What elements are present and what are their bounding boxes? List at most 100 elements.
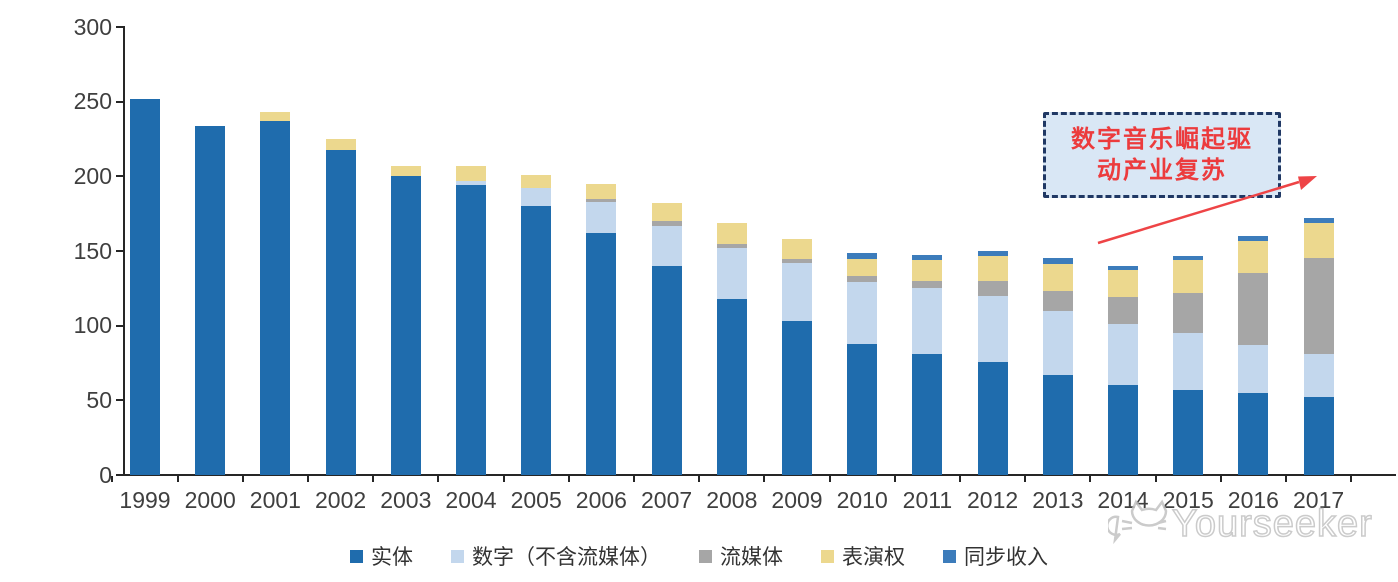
y-axis-label: 200 — [73, 162, 112, 189]
x-axis-label: 2016 — [1227, 487, 1279, 513]
bar-segment-表演权 — [1303, 222, 1334, 259]
legend-item: 表演权 — [821, 541, 905, 571]
y-axis-label: 250 — [73, 88, 112, 115]
x-axis-tick — [1285, 476, 1287, 482]
x-axis-tick — [111, 476, 114, 482]
bar-segment-实体 — [782, 321, 812, 475]
x-axis-label: 2004 — [445, 487, 497, 513]
legend-item: 同步收入 — [943, 541, 1048, 571]
x-axis-tick — [1089, 476, 1092, 482]
bar-2001 — [260, 112, 291, 475]
bar-segment-表演权 — [912, 259, 943, 281]
bar-segment-实体 — [912, 354, 943, 475]
bar-segment-实体 — [977, 361, 1008, 475]
x-axis-label: 2012 — [967, 487, 1019, 513]
y-axis-label: 150 — [73, 237, 112, 264]
bar-2002 — [325, 139, 356, 475]
bar-segment-表演权 — [260, 112, 291, 122]
bar-segment-同步收入 — [1173, 255, 1204, 261]
y-axis-tick — [116, 100, 124, 103]
legend-swatch-icon — [943, 549, 956, 563]
x-axis-line — [117, 474, 1396, 476]
bar-segment-表演权 — [977, 255, 1008, 281]
bar-segment-流媒体 — [1108, 297, 1138, 325]
bar-segment-同步收入 — [1303, 218, 1334, 223]
x-axis-tick — [502, 476, 505, 482]
bar-2015 — [1173, 255, 1204, 475]
bar-segment-流媒体 — [1238, 273, 1269, 346]
x-axis-label: 2000 — [184, 487, 236, 513]
bar-segment-实体 — [456, 185, 486, 475]
bar-segment-实体 — [1238, 392, 1269, 475]
bar-1999 — [130, 98, 160, 475]
bar-2004 — [456, 165, 486, 475]
bar-segment-实体 — [260, 121, 291, 475]
legend-label: 表演权 — [842, 546, 905, 569]
bar-segment-数字（不含流媒体） — [912, 288, 943, 354]
bar-2005 — [521, 174, 552, 475]
bar-segment-数字（不含流媒体） — [1108, 324, 1138, 386]
plot-area — [125, 27, 1398, 475]
x-axis-label: 1999 — [119, 487, 171, 513]
bar-segment-流媒体 — [782, 258, 812, 264]
bar-segment-表演权 — [1042, 264, 1073, 292]
bar-segment-表演权 — [1108, 270, 1138, 298]
bar-segment-表演权 — [782, 239, 812, 259]
bar-2006 — [586, 183, 617, 475]
annotation-text-line2: 动产业复苏 — [1097, 157, 1227, 184]
bar-segment-实体 — [1173, 389, 1204, 475]
bar-2008 — [716, 222, 747, 475]
y-axis-label: 0 — [99, 461, 112, 488]
x-axis-tick — [372, 476, 375, 482]
bar-segment-同步收入 — [977, 251, 1008, 256]
x-axis-label: 2007 — [641, 487, 693, 513]
y-axis-tick — [116, 26, 124, 28]
x-axis-label: 2006 — [575, 487, 627, 513]
x-axis-tick — [1219, 476, 1222, 482]
bar-segment-流媒体 — [847, 276, 878, 283]
bar-segment-表演权 — [1238, 240, 1269, 274]
bar-2010 — [847, 252, 878, 475]
bar-segment-表演权 — [1173, 260, 1204, 293]
bar-segment-实体 — [651, 265, 682, 475]
bar-2007 — [651, 203, 682, 475]
x-axis-tick — [1350, 476, 1353, 482]
bar-segment-实体 — [1042, 374, 1073, 475]
bar-segment-实体 — [195, 125, 226, 475]
legend-swatch-icon — [451, 549, 464, 563]
bar-segment-流媒体 — [1173, 292, 1204, 334]
watermark: Yourseeker — [1108, 494, 1398, 554]
bar-segment-数字（不含流媒体） — [1042, 310, 1073, 375]
bar-2014 — [1108, 265, 1138, 475]
x-axis-label: 2008 — [706, 487, 758, 513]
x-axis-tick — [828, 476, 831, 482]
bar-segment-表演权 — [586, 183, 617, 199]
legend-label: 实体 — [371, 546, 413, 569]
bar-2012 — [977, 251, 1008, 475]
bar-segment-数字（不含流媒体） — [651, 225, 682, 266]
legend-label: 同步收入 — [964, 546, 1048, 569]
y-axis-label: 300 — [73, 13, 112, 40]
x-axis-label: 2015 — [1162, 487, 1214, 513]
x-axis-tick — [633, 476, 635, 482]
bar-segment-表演权 — [651, 203, 682, 222]
y-axis-tick — [116, 175, 124, 178]
x-axis-tick — [176, 476, 179, 482]
legend-swatch-icon — [699, 549, 712, 563]
bar-segment-表演权 — [456, 165, 486, 181]
bar-segment-表演权 — [521, 174, 552, 189]
legend: 实体 数字（不含流媒体） 流媒体 表演权 同步收入 — [0, 541, 1398, 571]
bar-2016 — [1238, 236, 1269, 475]
y-axis-label: 100 — [73, 312, 112, 339]
annotation-callout-box: 数字音乐崛起驱 动产业复苏 — [1043, 112, 1281, 198]
bar-segment-同步收入 — [847, 252, 878, 259]
bar-2017 — [1303, 218, 1334, 475]
bar-segment-数字（不含流媒体） — [1238, 345, 1269, 393]
watermark-text: Yourseeker — [1171, 502, 1373, 546]
bar-segment-同步收入 — [912, 255, 943, 260]
legend-swatch-icon — [350, 549, 363, 563]
x-axis-label: 2017 — [1293, 487, 1345, 513]
x-axis-label: 2009 — [771, 487, 823, 513]
bar-segment-数字（不含流媒体） — [521, 188, 552, 207]
x-axis-label: 2010 — [836, 487, 888, 513]
